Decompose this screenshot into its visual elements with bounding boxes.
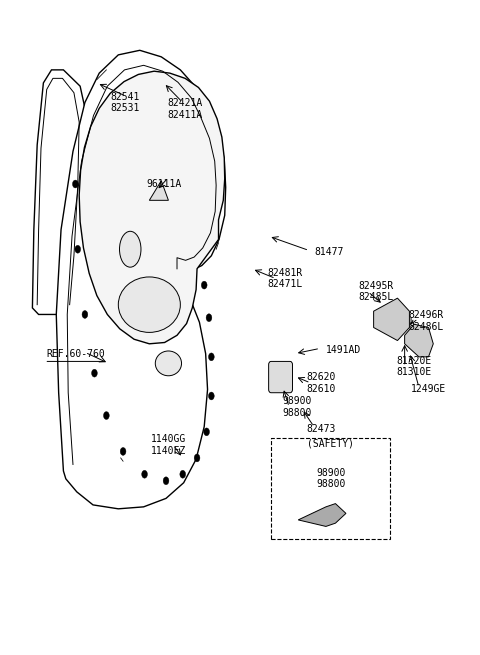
FancyBboxPatch shape: [269, 362, 292, 393]
Polygon shape: [79, 71, 225, 344]
Circle shape: [208, 392, 214, 400]
Circle shape: [319, 518, 326, 529]
Circle shape: [163, 477, 169, 485]
Polygon shape: [405, 324, 433, 357]
Text: 82421A
82411A: 82421A 82411A: [168, 98, 203, 120]
FancyBboxPatch shape: [271, 438, 390, 540]
Circle shape: [327, 518, 335, 529]
Circle shape: [206, 314, 212, 322]
Circle shape: [208, 353, 214, 361]
Text: 1140GG
1140FZ: 1140GG 1140FZ: [151, 434, 186, 456]
PathPatch shape: [33, 70, 87, 314]
Polygon shape: [298, 504, 346, 527]
Polygon shape: [56, 50, 226, 509]
Text: 82473: 82473: [306, 424, 336, 434]
Text: 82620
82610: 82620 82610: [306, 372, 336, 394]
Text: 96111A: 96111A: [146, 179, 181, 189]
Circle shape: [180, 470, 186, 478]
Polygon shape: [307, 507, 336, 533]
Text: 98900
98800: 98900 98800: [316, 468, 345, 489]
Circle shape: [104, 411, 109, 419]
Polygon shape: [373, 298, 409, 341]
Circle shape: [204, 428, 209, 436]
Text: REF.60-760: REF.60-760: [46, 348, 105, 358]
Text: (SAFETY): (SAFETY): [307, 438, 354, 448]
Ellipse shape: [156, 351, 181, 376]
Circle shape: [142, 470, 147, 478]
Text: 82541
82531: 82541 82531: [111, 92, 140, 113]
Circle shape: [310, 518, 318, 529]
Text: 81477: 81477: [314, 248, 343, 257]
Text: 82496R
82486L: 82496R 82486L: [408, 310, 444, 332]
Circle shape: [194, 454, 200, 462]
Circle shape: [92, 369, 97, 377]
Text: 82495R
82485L: 82495R 82485L: [359, 281, 394, 303]
Text: 81320E
81310E: 81320E 81310E: [396, 356, 432, 377]
Text: 1249GE: 1249GE: [411, 384, 446, 394]
Circle shape: [72, 180, 78, 188]
Circle shape: [201, 281, 207, 289]
Circle shape: [82, 310, 88, 318]
Text: 1491AD: 1491AD: [326, 345, 361, 355]
Circle shape: [120, 447, 126, 455]
Polygon shape: [149, 181, 168, 200]
Text: 82481R
82471L: 82481R 82471L: [268, 268, 303, 290]
Ellipse shape: [120, 231, 141, 267]
Ellipse shape: [118, 277, 180, 332]
Text: 98900
98800: 98900 98800: [283, 396, 312, 418]
Circle shape: [75, 246, 81, 253]
